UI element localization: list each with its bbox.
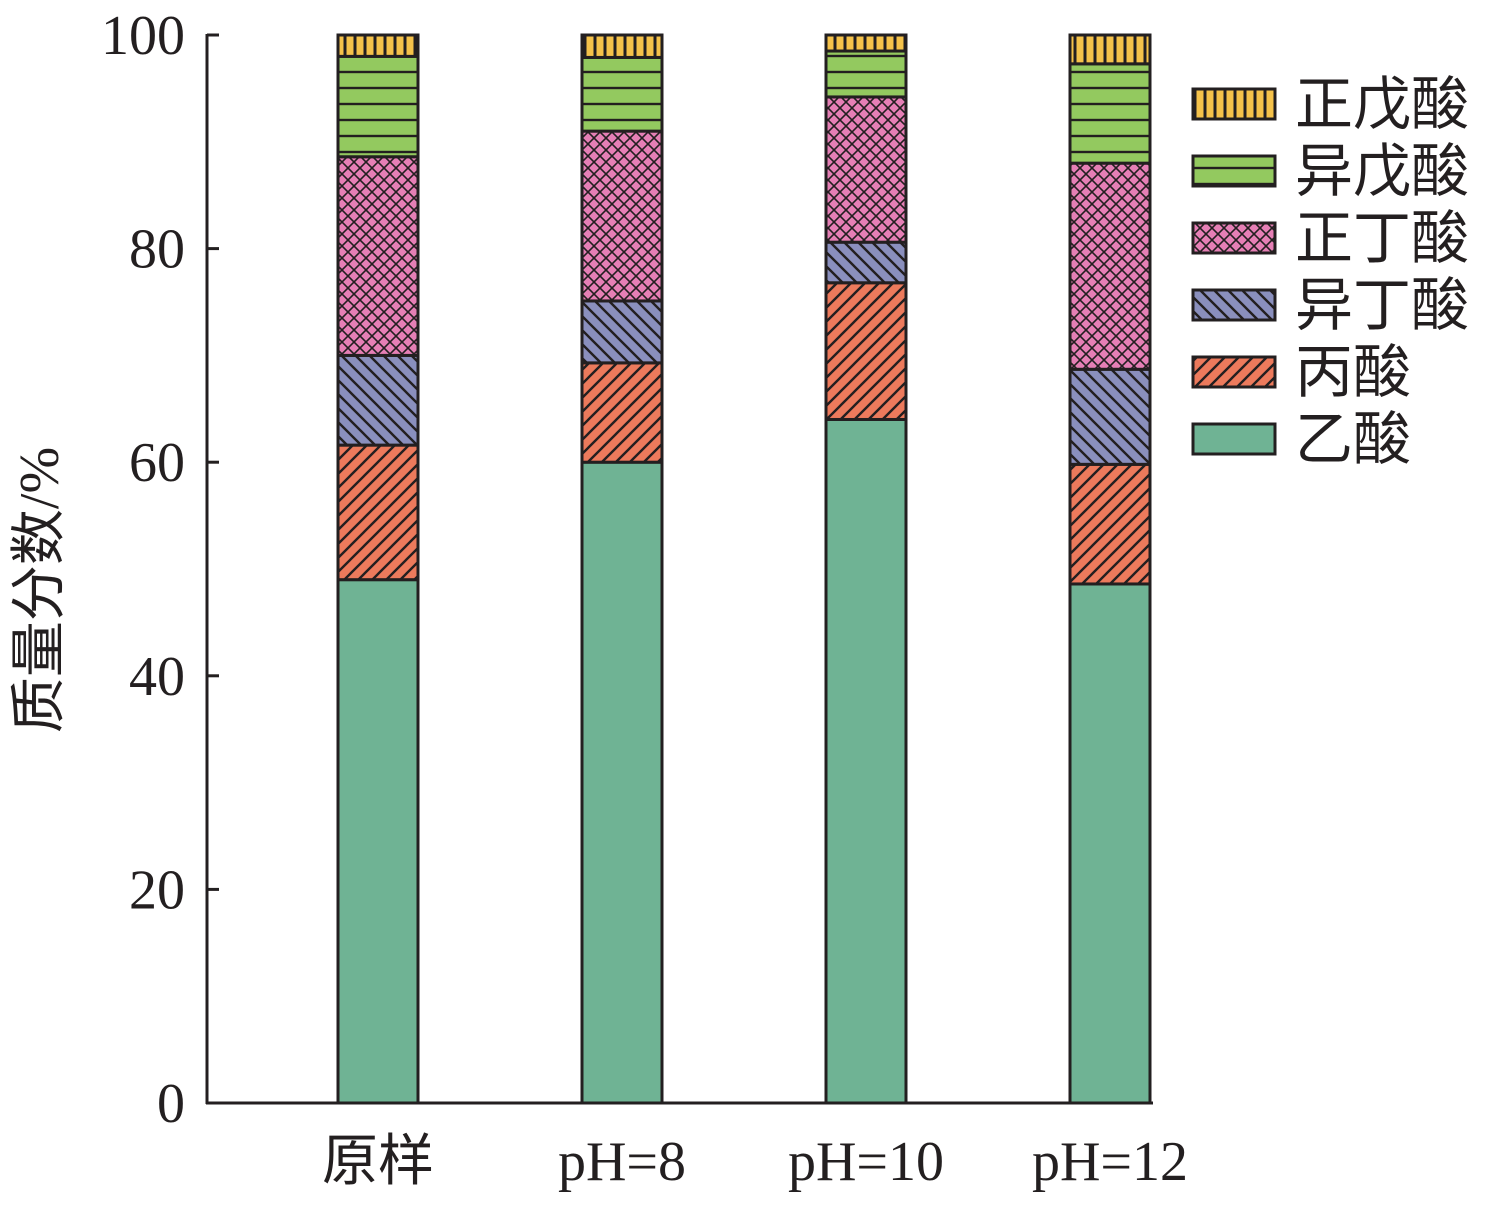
bar-segment-4-2 — [1068, 462, 1152, 586]
y-axis-title: 质量分数/% — [9, 447, 71, 733]
bar-segment-1-5 — [336, 54, 420, 159]
bar-segment-3-5 — [824, 49, 908, 99]
legend-swatch — [1191, 87, 1277, 121]
legend-swatch — [1191, 154, 1277, 188]
x-tick-label: pH=12 — [1032, 1131, 1188, 1193]
legend-swatch — [1191, 221, 1277, 255]
bar-segment-3-3 — [824, 240, 908, 285]
legend-item: 丙酸 — [1191, 340, 1411, 405]
bar-segment-4-6 — [1068, 33, 1152, 66]
labels-layer: 0 20 40 60 80 100 原样 pH=8 pH=10 pH=12 质量分数/% — [9, 5, 1188, 1193]
bar-segment-4-5 — [1068, 62, 1152, 165]
legend-item: 正丁酸 — [1191, 206, 1469, 271]
bar-segment-1-1 — [336, 578, 420, 1105]
legend-label: 异戊酸 — [1295, 139, 1469, 204]
x-tick-label: pH=8 — [558, 1131, 686, 1193]
bar-segment-3-1 — [824, 417, 908, 1105]
bar-segment-4-3 — [1068, 367, 1152, 466]
y-tick-label: 0 — [157, 1073, 185, 1135]
legend-label: 乙酸 — [1295, 407, 1411, 472]
legend-swatch — [1191, 422, 1277, 456]
legend-label: 正戊酸 — [1295, 72, 1469, 137]
bar-segment-1-6 — [336, 33, 420, 58]
y-tick-label: 100 — [101, 5, 185, 67]
bar-segment-2-5 — [580, 55, 664, 133]
bars-layer — [336, 33, 1152, 1105]
bar-segment-2-6 — [580, 33, 664, 59]
bar-segment-1-3 — [336, 353, 420, 447]
y-tick-label: 60 — [129, 432, 185, 494]
bar-segment-3-2 — [824, 281, 908, 421]
legend-label: 正丁酸 — [1295, 206, 1469, 271]
legend-label: 丙酸 — [1295, 340, 1411, 405]
bar-segment-1-2 — [336, 443, 420, 582]
bar-segment-2-1 — [580, 460, 664, 1105]
legend-item: 异戊酸 — [1191, 139, 1469, 204]
bar-segment-1-4 — [336, 155, 420, 357]
x-tick-label: 原样 — [322, 1131, 434, 1193]
bar-segment-4-4 — [1068, 161, 1152, 371]
bar-segment-2-2 — [580, 361, 664, 464]
bar-segment-3-4 — [824, 95, 908, 244]
bar-segment-4-1 — [1068, 582, 1152, 1105]
legend-item: 正戊酸 — [1191, 72, 1469, 137]
legend-swatch — [1191, 355, 1277, 389]
bar-segment-2-3 — [580, 299, 664, 365]
x-tick-label: pH=10 — [788, 1131, 944, 1193]
bar-segment-3-6 — [824, 33, 908, 53]
legend-swatch — [1191, 288, 1277, 322]
legend-item: 乙酸 — [1191, 407, 1411, 472]
legend-label: 异丁酸 — [1295, 273, 1469, 338]
y-tick-label: 40 — [129, 646, 185, 708]
axes-layer — [205, 33, 1153, 1105]
y-tick-label: 20 — [129, 859, 185, 921]
y-tick-label: 80 — [129, 219, 185, 281]
bar-segment-2-4 — [580, 129, 664, 303]
legend-item: 异丁酸 — [1191, 273, 1469, 338]
